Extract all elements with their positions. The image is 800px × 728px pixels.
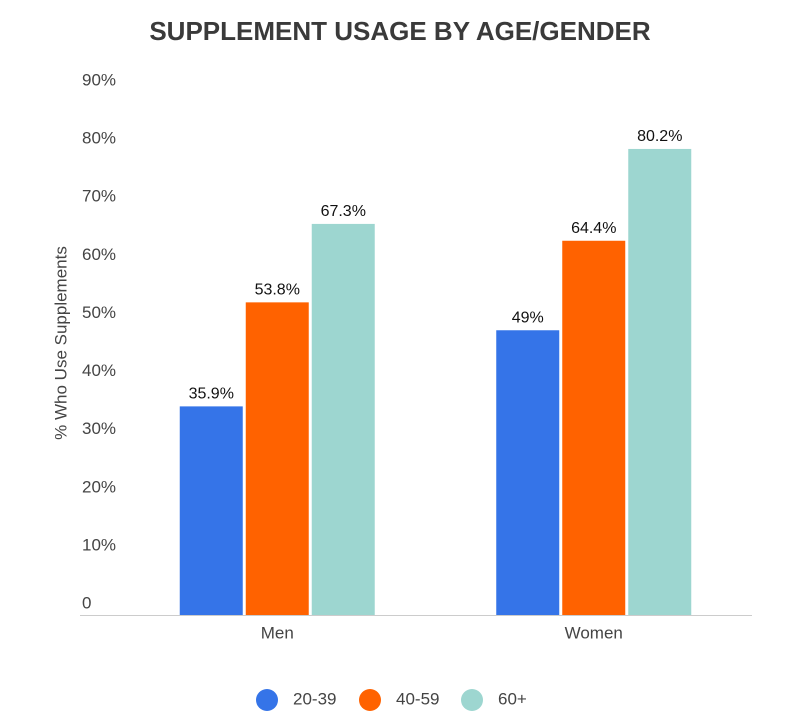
- value-label: 64.4%: [571, 220, 616, 237]
- bar: [628, 148, 692, 615]
- value-label: 67.3%: [321, 203, 366, 220]
- y-axis-label: % Who Use Supplements: [51, 246, 70, 440]
- bar: [311, 223, 375, 615]
- legend-label: 20-39: [293, 689, 336, 708]
- y-tick-label: 70%: [82, 187, 116, 206]
- bar: [496, 330, 560, 615]
- value-label: 35.9%: [189, 386, 234, 403]
- bar: [179, 406, 243, 615]
- y-tick-label: 40%: [82, 361, 116, 380]
- bar: [562, 240, 626, 615]
- y-tick-label: 90%: [82, 70, 116, 89]
- legend-label: 60+: [498, 689, 527, 708]
- value-label: 49%: [512, 309, 544, 326]
- x-tick-label: Women: [565, 623, 623, 642]
- legend-label: 40-59: [396, 689, 439, 708]
- legend-swatch: [359, 689, 381, 711]
- y-tick-label: 20%: [82, 477, 116, 496]
- y-tick-label: 10%: [82, 535, 116, 554]
- y-tick-label: 50%: [82, 303, 116, 322]
- y-tick-label: 60%: [82, 245, 116, 264]
- x-tick-label: Men: [261, 623, 294, 642]
- chart-title: SUPPLEMENT USAGE BY AGE/GENDER: [149, 16, 651, 46]
- value-label: 80.2%: [637, 128, 682, 145]
- y-tick-label: 0: [82, 593, 91, 612]
- y-tick-label: 30%: [82, 419, 116, 438]
- bar: [245, 302, 309, 615]
- legend-swatch: [461, 689, 483, 711]
- y-tick-label: 80%: [82, 129, 116, 148]
- value-label: 53.8%: [255, 282, 300, 299]
- legend-swatch: [256, 689, 278, 711]
